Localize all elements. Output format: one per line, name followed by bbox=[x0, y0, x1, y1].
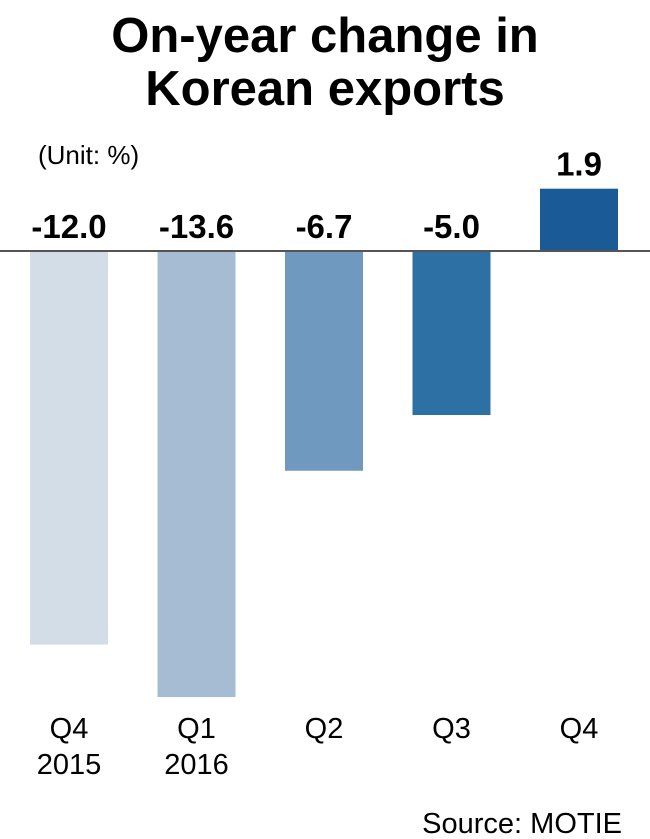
category-label: Q3 bbox=[432, 713, 471, 745]
chart-title-line-2: Korean exports bbox=[145, 62, 504, 116]
unit-label: (Unit: %) bbox=[38, 140, 139, 170]
chart-title-line-1: On-year change in bbox=[111, 9, 539, 63]
category-label: Q4 bbox=[560, 713, 599, 745]
bar bbox=[30, 251, 108, 645]
category-label: 2016 bbox=[164, 749, 229, 781]
source-note: Source: MOTIE bbox=[422, 808, 622, 839]
category-label: 2015 bbox=[37, 749, 102, 781]
bar bbox=[412, 251, 491, 415]
bar bbox=[540, 188, 618, 251]
category-label: Q1 bbox=[177, 713, 216, 745]
bar bbox=[285, 251, 363, 471]
bar bbox=[157, 251, 236, 698]
category-label: Q4 bbox=[50, 713, 89, 745]
category-label: Q2 bbox=[305, 713, 344, 745]
value-label: -13.6 bbox=[159, 208, 234, 245]
value-label: -6.7 bbox=[296, 208, 353, 245]
value-label: -5.0 bbox=[423, 208, 480, 245]
value-label: -12.0 bbox=[31, 208, 106, 245]
value-label: 1.9 bbox=[556, 146, 602, 183]
